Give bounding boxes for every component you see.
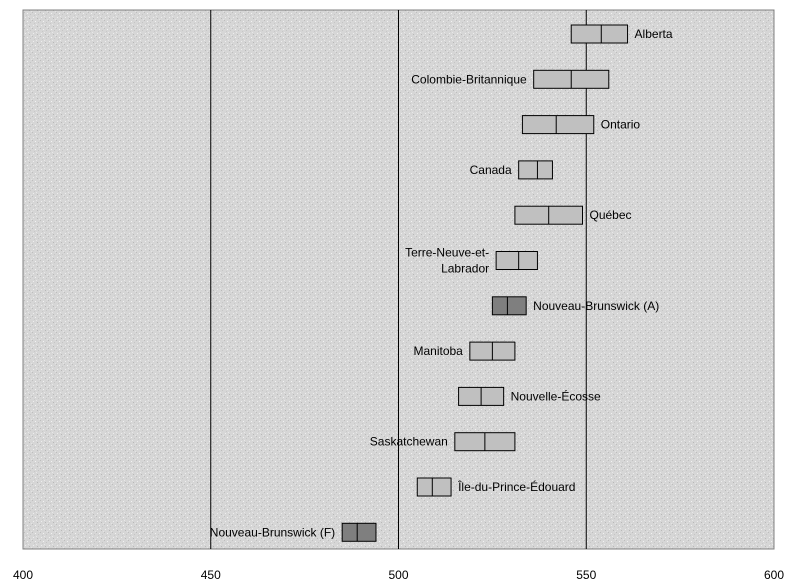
range-box: [495, 251, 538, 270]
category-label: Saskatchewan: [370, 435, 448, 449]
x-tick-label: 400: [13, 568, 33, 580]
x-axis: 400 450 500 550 600: [13, 568, 784, 580]
category-label: Île-du-Prince-Édouard: [457, 479, 575, 494]
range-box: [341, 522, 377, 542]
x-tick-label: 450: [201, 568, 221, 580]
range-box: [491, 296, 527, 316]
category-label: Terre-Neuve-et-: [405, 246, 489, 260]
category-label: Manitoba: [413, 344, 463, 358]
category-label: Nouveau-Brunswick (A): [533, 299, 659, 313]
range-bars: Alberta Colombie-Britannique Ontario Canada…: [210, 24, 673, 542]
x-tick-label: 500: [388, 568, 408, 580]
x-tick-label: 600: [764, 568, 784, 580]
range-box: [518, 160, 553, 180]
category-label: Ontario: [601, 118, 641, 132]
category-label: Labrador: [441, 262, 489, 276]
category-label: Canada: [470, 163, 512, 177]
range-box: [570, 24, 629, 44]
category-label: Alberta: [635, 27, 673, 41]
range-box: [521, 115, 595, 135]
category-label: Québec: [589, 208, 631, 222]
category-label: Colombie-Britannique: [411, 72, 527, 86]
x-tick-label: 550: [576, 568, 596, 580]
range-box: [416, 477, 452, 497]
gridlines: [210, 10, 587, 549]
category-label: Nouveau-Brunswick (F): [210, 525, 335, 539]
category-label: Nouvelle-Écosse: [511, 388, 601, 403]
